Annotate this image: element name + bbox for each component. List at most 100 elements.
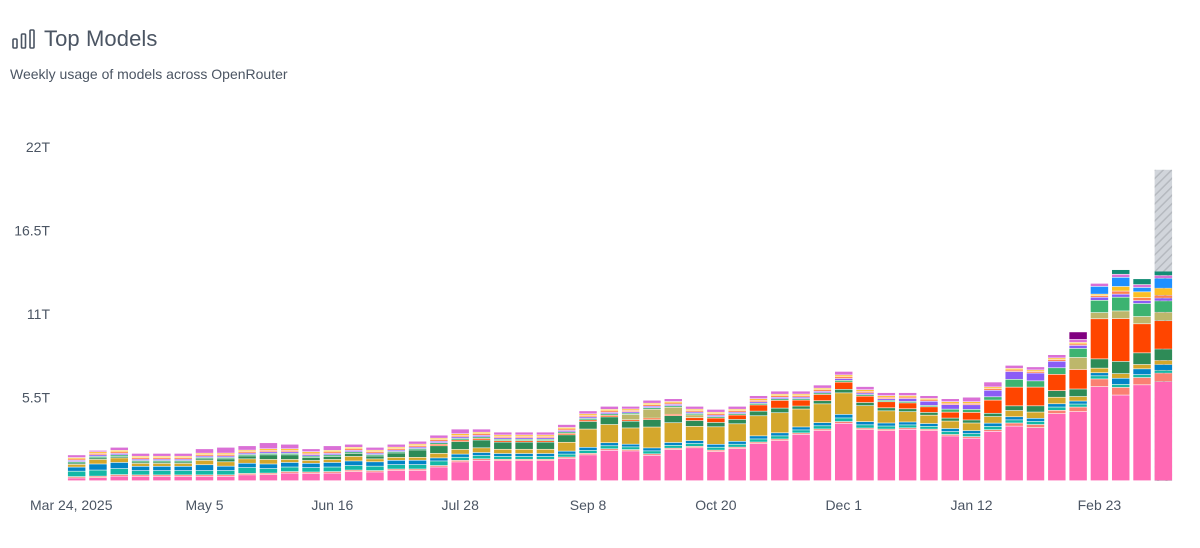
bar-week-9[interactable] [238,446,256,481]
bar-week-28[interactable] [643,400,661,481]
bar-week-3[interactable] [110,447,129,481]
segment-salmon [302,472,320,474]
segment-forest-green [813,401,832,404]
segment-goldenrod [984,416,1002,423]
bar-week-1[interactable] [67,455,86,481]
segment-gold [217,453,235,455]
segment-medium-sea-green [387,451,406,453]
bar-week-6[interactable] [174,453,192,481]
segment-gold [344,447,363,449]
segment-coral [1005,370,1023,372]
bar-week-42[interactable] [941,399,960,481]
bar-week-26[interactable] [600,406,619,481]
segment-gold [1069,342,1087,344]
bar-week-11[interactable] [280,444,299,481]
bar-week-19[interactable] [451,429,469,481]
segment-forest-green [920,412,938,415]
x-axis: Mar 24, 2025 May 5 Jun 16 Jul 28 Sep 8 Oct 20… [30,497,1121,513]
segment-blue [536,453,555,457]
bar-week-40[interactable] [898,392,917,481]
bar-week-18[interactable] [430,435,448,481]
bar-week-10[interactable] [259,443,278,481]
bar-week-27[interactable] [621,406,640,481]
bar-week-38[interactable] [856,386,874,481]
bar-week-7[interactable] [195,449,214,481]
bar-week-51[interactable] [1133,279,1151,481]
segment-orchid [579,411,597,414]
segment-pink [728,448,746,481]
segment-pink [131,476,150,481]
segment-blue [941,428,960,432]
segment-pink [515,460,533,481]
segment-teal [387,464,406,469]
segment-violet [408,447,427,449]
segment-orchid [280,444,299,449]
bar-week-23[interactable] [536,432,555,481]
segment-goldenrod [302,460,320,464]
bar-week-15[interactable] [366,447,384,481]
bar-week-4[interactable] [131,453,150,481]
bar-week-33[interactable] [749,395,768,481]
bar-week-30[interactable] [685,406,704,481]
bar-week-44[interactable] [984,382,1002,481]
segment-violet [834,378,853,381]
bar-week-14[interactable] [344,444,363,481]
bar-week-12[interactable] [302,449,320,481]
bar-week-47[interactable] [1048,354,1066,481]
segment-forest-green [834,389,853,393]
bar-week-2[interactable] [89,450,107,481]
segment-teal [1111,384,1130,388]
segment-violet [579,417,597,419]
bar-week-48[interactable] [1069,332,1087,481]
bar-week-32[interactable] [728,406,746,481]
segment-pink [749,443,768,481]
bar-week-37[interactable] [834,371,853,481]
segment-pink [1048,413,1066,481]
segment-orange-red [941,412,960,418]
bar-week-8[interactable] [217,447,235,481]
segment-gold [1005,368,1023,370]
bar-week-13[interactable] [323,446,342,481]
segment-forest-green [685,420,704,427]
bar-week-20[interactable] [472,429,491,481]
bar-week-16[interactable] [387,444,406,481]
bar-week-45[interactable] [1005,365,1023,481]
bar-week-24[interactable] [557,424,576,481]
segment-orchid [366,447,384,450]
bar-week-25[interactable] [579,411,597,481]
segment-forest-green [1111,361,1130,374]
segment-orange-red [451,440,469,442]
bar-week-52[interactable] [1154,169,1173,482]
segment-teal [302,467,320,472]
segment-salmon [1069,407,1087,412]
segment-coral [792,395,810,397]
bar-week-5[interactable] [153,453,171,481]
bar-week-31[interactable] [707,409,725,481]
bar-week-46[interactable] [1026,367,1045,481]
bar-week-22[interactable] [515,432,533,481]
bar-week-35[interactable] [792,391,810,481]
segment-coral [494,436,512,438]
bar-week-17[interactable] [408,441,427,481]
bar-week-49[interactable] [1090,283,1109,481]
segment-orange-red [664,414,683,416]
bar-week-34[interactable] [771,391,789,481]
bar-week-21[interactable] [494,432,512,481]
segment-gold [834,375,853,377]
bar-week-50[interactable] [1111,269,1130,481]
segment-salmon [280,471,299,473]
segment-coral [685,410,704,412]
bar-week-39[interactable] [877,392,896,481]
segment-coral [920,400,938,401]
bar-week-29[interactable] [664,399,683,481]
segment-pink [67,478,86,481]
bar-week-41[interactable] [920,395,938,481]
segment-gold [771,394,789,396]
segment-blue [387,460,406,465]
segment-goldenrod [110,458,129,463]
segment-goldenrod [430,453,448,458]
segment-orchid [1090,283,1109,287]
bar-week-36[interactable] [813,385,832,481]
segment-salmon [664,448,683,450]
bar-week-43[interactable] [962,397,981,481]
